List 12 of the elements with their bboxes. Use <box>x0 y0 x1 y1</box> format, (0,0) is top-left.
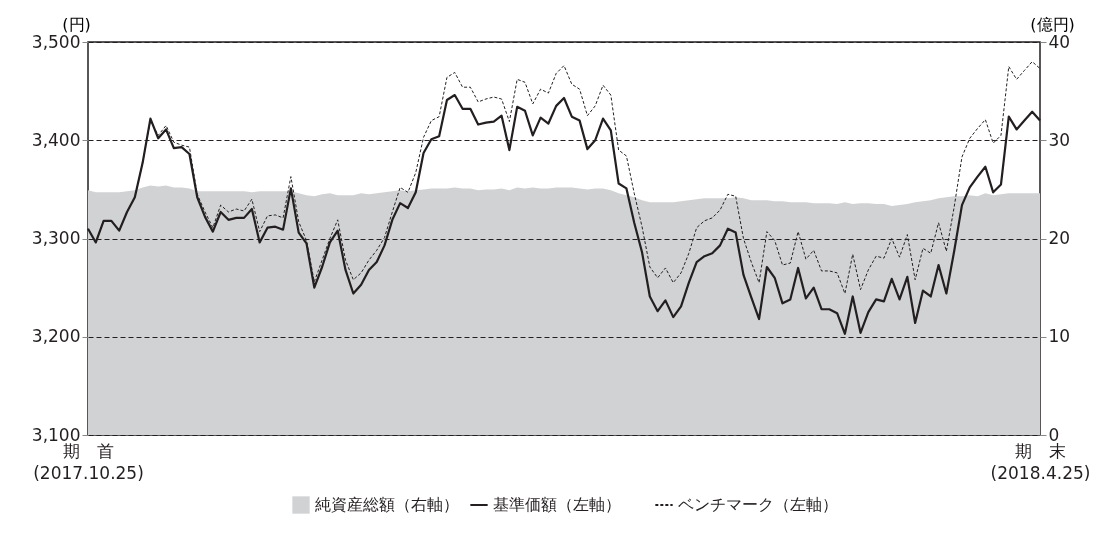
y-tick-label: 3,300 <box>31 228 81 248</box>
legend-label: 純資産総額（右軸） <box>315 495 459 514</box>
legend-label: 基準価額（左軸） <box>493 495 621 514</box>
y2-tick-label: 20 <box>1048 228 1071 248</box>
y2-axis-title: (億円) <box>1030 14 1075 34</box>
y-tick-label: 3,400 <box>31 129 81 150</box>
y2-tick-label: 30 <box>1048 129 1071 150</box>
y-axis-title: (円) <box>62 14 91 34</box>
y2-tick-label: 10 <box>1048 326 1071 347</box>
legend-label: ベンチマーク（左軸） <box>678 495 838 514</box>
y2-tick-label: 40 <box>1048 31 1071 52</box>
y-tick-label: 3,200 <box>31 326 81 347</box>
